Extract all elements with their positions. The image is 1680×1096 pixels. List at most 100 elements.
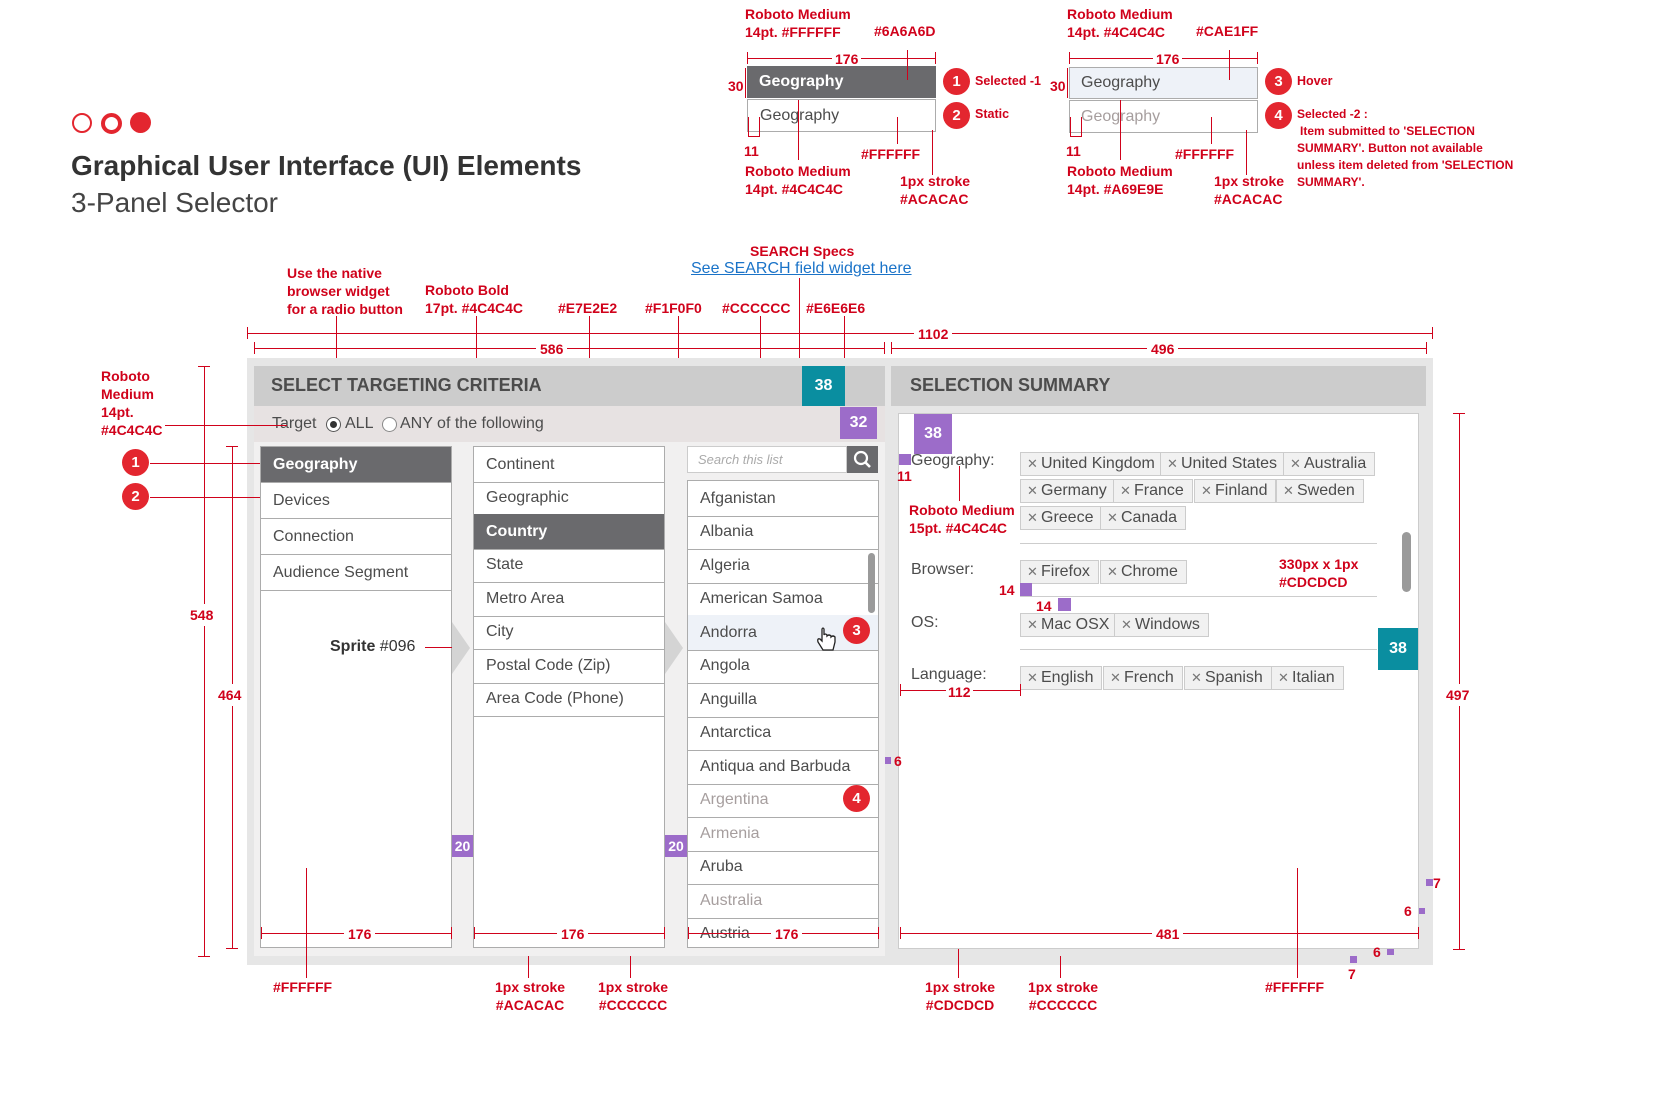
list-item[interactable]: Afganistan: [688, 481, 878, 517]
list-item[interactable]: Audience Segment: [261, 555, 451, 591]
target-label: Target: [272, 415, 317, 432]
spec-n4-note: Selected -2 : Item submitted to 'SELECTI…: [1297, 106, 1513, 191]
spec-n3-label: Hover: [1297, 74, 1333, 88]
list-item[interactable]: Geography: [261, 447, 451, 483]
chip[interactable]: ✕ Greece: [1020, 506, 1103, 530]
summary-scrollbar[interactable]: [1402, 532, 1411, 592]
chip[interactable]: ✕ Mac OSX: [1020, 613, 1119, 637]
chip[interactable]: ✕ Italian: [1271, 666, 1344, 690]
dim-497: 497: [1446, 684, 1470, 706]
remove-icon[interactable]: ✕: [1278, 670, 1289, 685]
chip[interactable]: ✕ France: [1113, 479, 1193, 503]
dot-outline: [72, 113, 92, 133]
remove-icon[interactable]: ✕: [1290, 456, 1301, 471]
annot-stroke: 1px stroke #CCCCCC: [1028, 978, 1098, 1014]
chip[interactable]: ✕ Sweden: [1276, 479, 1364, 503]
spec-stroke-color: #ACACAC: [1214, 191, 1283, 207]
chip-label: Spanish: [1205, 669, 1263, 686]
list-item[interactable]: Algeria: [688, 548, 878, 584]
list-item[interactable]: Country: [474, 514, 664, 550]
annot-line: #CDCDCD: [925, 997, 995, 1013]
remove-icon[interactable]: ✕: [1027, 483, 1038, 498]
summary-header: [891, 366, 1426, 406]
list-item[interactable]: American Samoa: [688, 581, 878, 617]
chip[interactable]: ✕ Windows: [1114, 613, 1209, 637]
search-widget-link[interactable]: See SEARCH field widget here: [691, 260, 912, 277]
list-item[interactable]: State: [474, 547, 664, 583]
radio-all[interactable]: [326, 417, 341, 432]
spec-left-bottom: Roboto Medium 14pt. #4C4C4C: [745, 162, 851, 198]
spec-n4-title: Selected -2 :: [1297, 107, 1368, 121]
annot-14: 14: [1036, 598, 1052, 614]
annot-geo-font: Roboto Medium 15pt. #4C4C4C: [909, 501, 1015, 537]
annot-stroke: 1px stroke #CDCDCD: [925, 978, 995, 1014]
remove-icon[interactable]: ✕: [1283, 483, 1294, 498]
remove-icon[interactable]: ✕: [1027, 617, 1038, 632]
list-item[interactable]: City: [474, 614, 664, 650]
chip[interactable]: ✕ Spanish: [1184, 666, 1272, 690]
divider: [1020, 649, 1377, 650]
chip[interactable]: ✕ Finland: [1194, 479, 1277, 503]
list-item[interactable]: Metro Area: [474, 581, 664, 617]
dim-112: 112: [946, 683, 973, 701]
list-item[interactable]: Postal Code (Zip): [474, 648, 664, 684]
chip[interactable]: ✕ Firefox: [1020, 560, 1099, 584]
list-item[interactable]: Continent: [474, 447, 664, 483]
chip-label: France: [1134, 482, 1184, 499]
list-item[interactable]: Geographic: [474, 480, 664, 516]
chip-label: Windows: [1135, 616, 1200, 633]
measure-20: 20: [452, 835, 473, 857]
measure-6: [1419, 908, 1425, 914]
remove-icon[interactable]: ✕: [1107, 564, 1118, 579]
chip[interactable]: ✕ United Kingdom: [1020, 452, 1164, 476]
radio-any-label: ANY of the following: [400, 415, 544, 432]
list-item[interactable]: Antiqua and Barbuda: [688, 749, 878, 785]
list-item[interactable]: Devices: [261, 483, 451, 519]
remove-icon[interactable]: ✕: [1027, 564, 1038, 579]
search-input[interactable]: Search this list: [687, 446, 847, 473]
list-item[interactable]: Aruba: [688, 849, 878, 885]
annot-6: 6: [1373, 944, 1381, 960]
remove-icon[interactable]: ✕: [1121, 617, 1132, 632]
chip-label: Firefox: [1041, 563, 1090, 580]
chip[interactable]: ✕ French: [1103, 666, 1183, 690]
list-item[interactable]: Antarctica: [688, 715, 878, 751]
chip[interactable]: ✕ Germany: [1020, 479, 1116, 503]
country-scrollbar[interactable]: [868, 553, 875, 613]
annot-line: 1px stroke: [925, 979, 996, 995]
remove-icon[interactable]: ✕: [1191, 670, 1202, 685]
remove-icon[interactable]: ✕: [1120, 483, 1131, 498]
dim-176: 176: [557, 925, 589, 943]
dot-ring: [101, 113, 122, 134]
remove-icon[interactable]: ✕: [1167, 456, 1178, 471]
language-label: Language:: [911, 666, 987, 683]
arrow-sprite-2: [665, 622, 683, 674]
annot-line: for a radio button: [287, 301, 403, 317]
targeting-title: SELECT TARGETING CRITERIA: [271, 375, 542, 395]
list-item[interactable]: Albania: [688, 514, 878, 550]
remove-icon[interactable]: ✕: [1107, 510, 1118, 525]
chip[interactable]: ✕ English: [1020, 666, 1103, 690]
list-item[interactable]: Anguilla: [688, 682, 878, 718]
chip[interactable]: ✕ Australia: [1283, 452, 1376, 476]
list-item[interactable]: Area Code (Phone): [474, 681, 664, 717]
chip[interactable]: ✕ Canada: [1100, 506, 1187, 530]
search-button[interactable]: [847, 446, 878, 473]
remove-icon[interactable]: ✕: [1110, 670, 1121, 685]
radio-any[interactable]: [382, 417, 397, 432]
spec-font-size: 14pt. #A69E9E: [1067, 181, 1164, 197]
list-item[interactable]: Connection: [261, 519, 451, 555]
chip-label: Chrome: [1121, 563, 1178, 580]
remove-icon[interactable]: ✕: [1027, 670, 1038, 685]
annot-e7e2e2: #E7E2E2: [558, 300, 618, 316]
annot-line: Roboto Medium: [909, 502, 1015, 518]
annot-search-specs: SEARCH Specs: [750, 243, 855, 259]
chip[interactable]: ✕ United States: [1160, 452, 1287, 476]
remove-icon[interactable]: ✕: [1027, 510, 1038, 525]
remove-icon[interactable]: ✕: [1201, 483, 1212, 498]
measure-14: [1058, 598, 1071, 611]
annot-line: #4C4C4C: [101, 422, 163, 438]
chip[interactable]: ✕ Chrome: [1100, 560, 1187, 584]
list-item[interactable]: Angola: [688, 648, 878, 684]
remove-icon[interactable]: ✕: [1027, 456, 1038, 471]
